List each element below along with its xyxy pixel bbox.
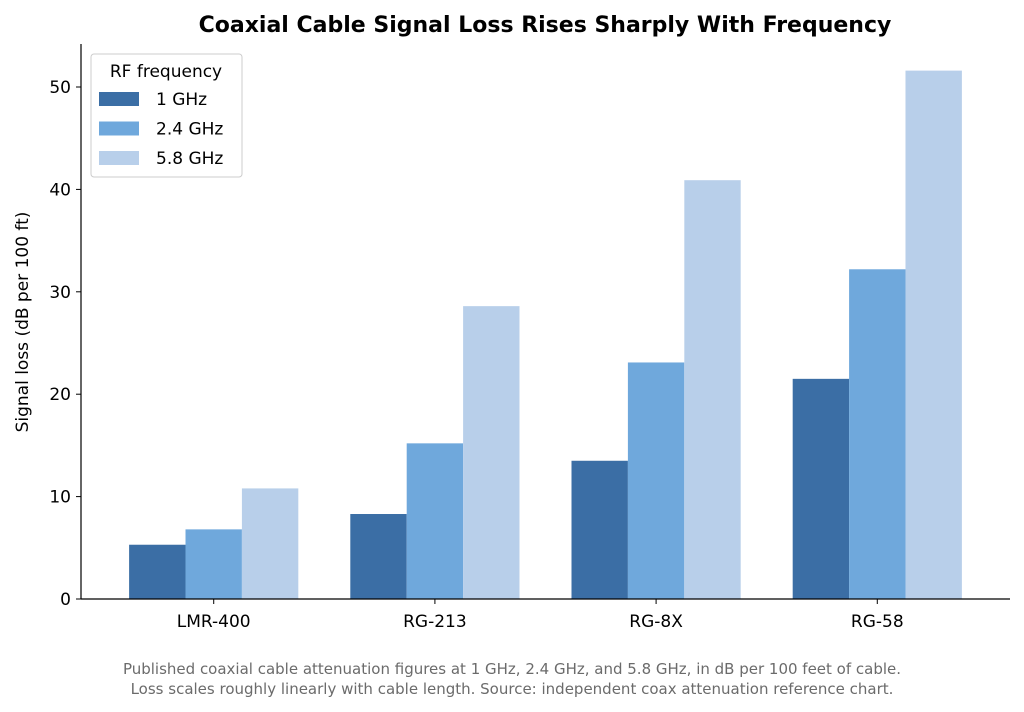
legend-frame: [90, 53, 243, 178]
y-tick-label: 0: [60, 590, 71, 610]
caption-line-1: Published coaxial cable attenuation figu…: [123, 660, 901, 678]
bars-group: [129, 70, 962, 600]
legend-swatch: [99, 92, 139, 106]
legend-swatch: [99, 121, 139, 136]
bar-rg-8x-2-4-ghz: [627, 362, 685, 599]
y-tick-label: 50: [49, 78, 71, 98]
legend-title: RF frequency: [110, 62, 222, 82]
bar-rg-8x-1-ghz: [571, 460, 628, 599]
x-ticks-group: LMR-400 RG-213 RG-8X RG-58: [177, 599, 904, 632]
legend-swatch: [99, 151, 139, 165]
bar-rg-8x-5-8-ghz: [684, 180, 741, 599]
y-tick-label: 20: [49, 385, 71, 405]
y-tick-label: 10: [49, 488, 71, 508]
y-ticks-group: 0 10 20 30 40 50: [49, 78, 81, 610]
legend-label: 1 GHz: [156, 90, 207, 110]
bar-rg-213-2-4-ghz: [406, 443, 464, 599]
chart-title: Coaxial Cable Signal Loss Rises Sharply …: [199, 13, 892, 38]
bar-rg-58-2-4-ghz: [849, 269, 906, 599]
x-tick-label: RG-8X: [629, 612, 683, 632]
bar-rg-213-1-ghz: [350, 514, 407, 599]
y-tick-label: 30: [49, 283, 71, 303]
y-axis-label: Signal loss (dB per 100 ft): [13, 212, 33, 433]
legend: RF frequency 1 GHz 2.4 GHz 5.8 GHz: [90, 53, 243, 178]
bar-rg-58-1-ghz: [792, 378, 850, 599]
x-tick-label: LMR-400: [177, 612, 251, 632]
legend-label: 2.4 GHz: [156, 120, 223, 140]
caption-line-2: Loss scales roughly linearly with cable …: [131, 680, 894, 698]
y-tick-label: 40: [49, 180, 71, 200]
x-tick-label: RG-213: [403, 612, 467, 632]
bar-rg-213-5-8-ghz: [463, 306, 520, 599]
legend-label: 5.8 GHz: [156, 149, 223, 169]
x-tick-label: RG-58: [851, 612, 904, 632]
bar-lmr-400-5-8-ghz: [241, 488, 299, 599]
bar-rg-58-5-8-ghz: [905, 70, 962, 600]
bar-lmr-400-2-4-ghz: [185, 529, 242, 599]
bar-lmr-400-1-ghz: [129, 544, 186, 599]
